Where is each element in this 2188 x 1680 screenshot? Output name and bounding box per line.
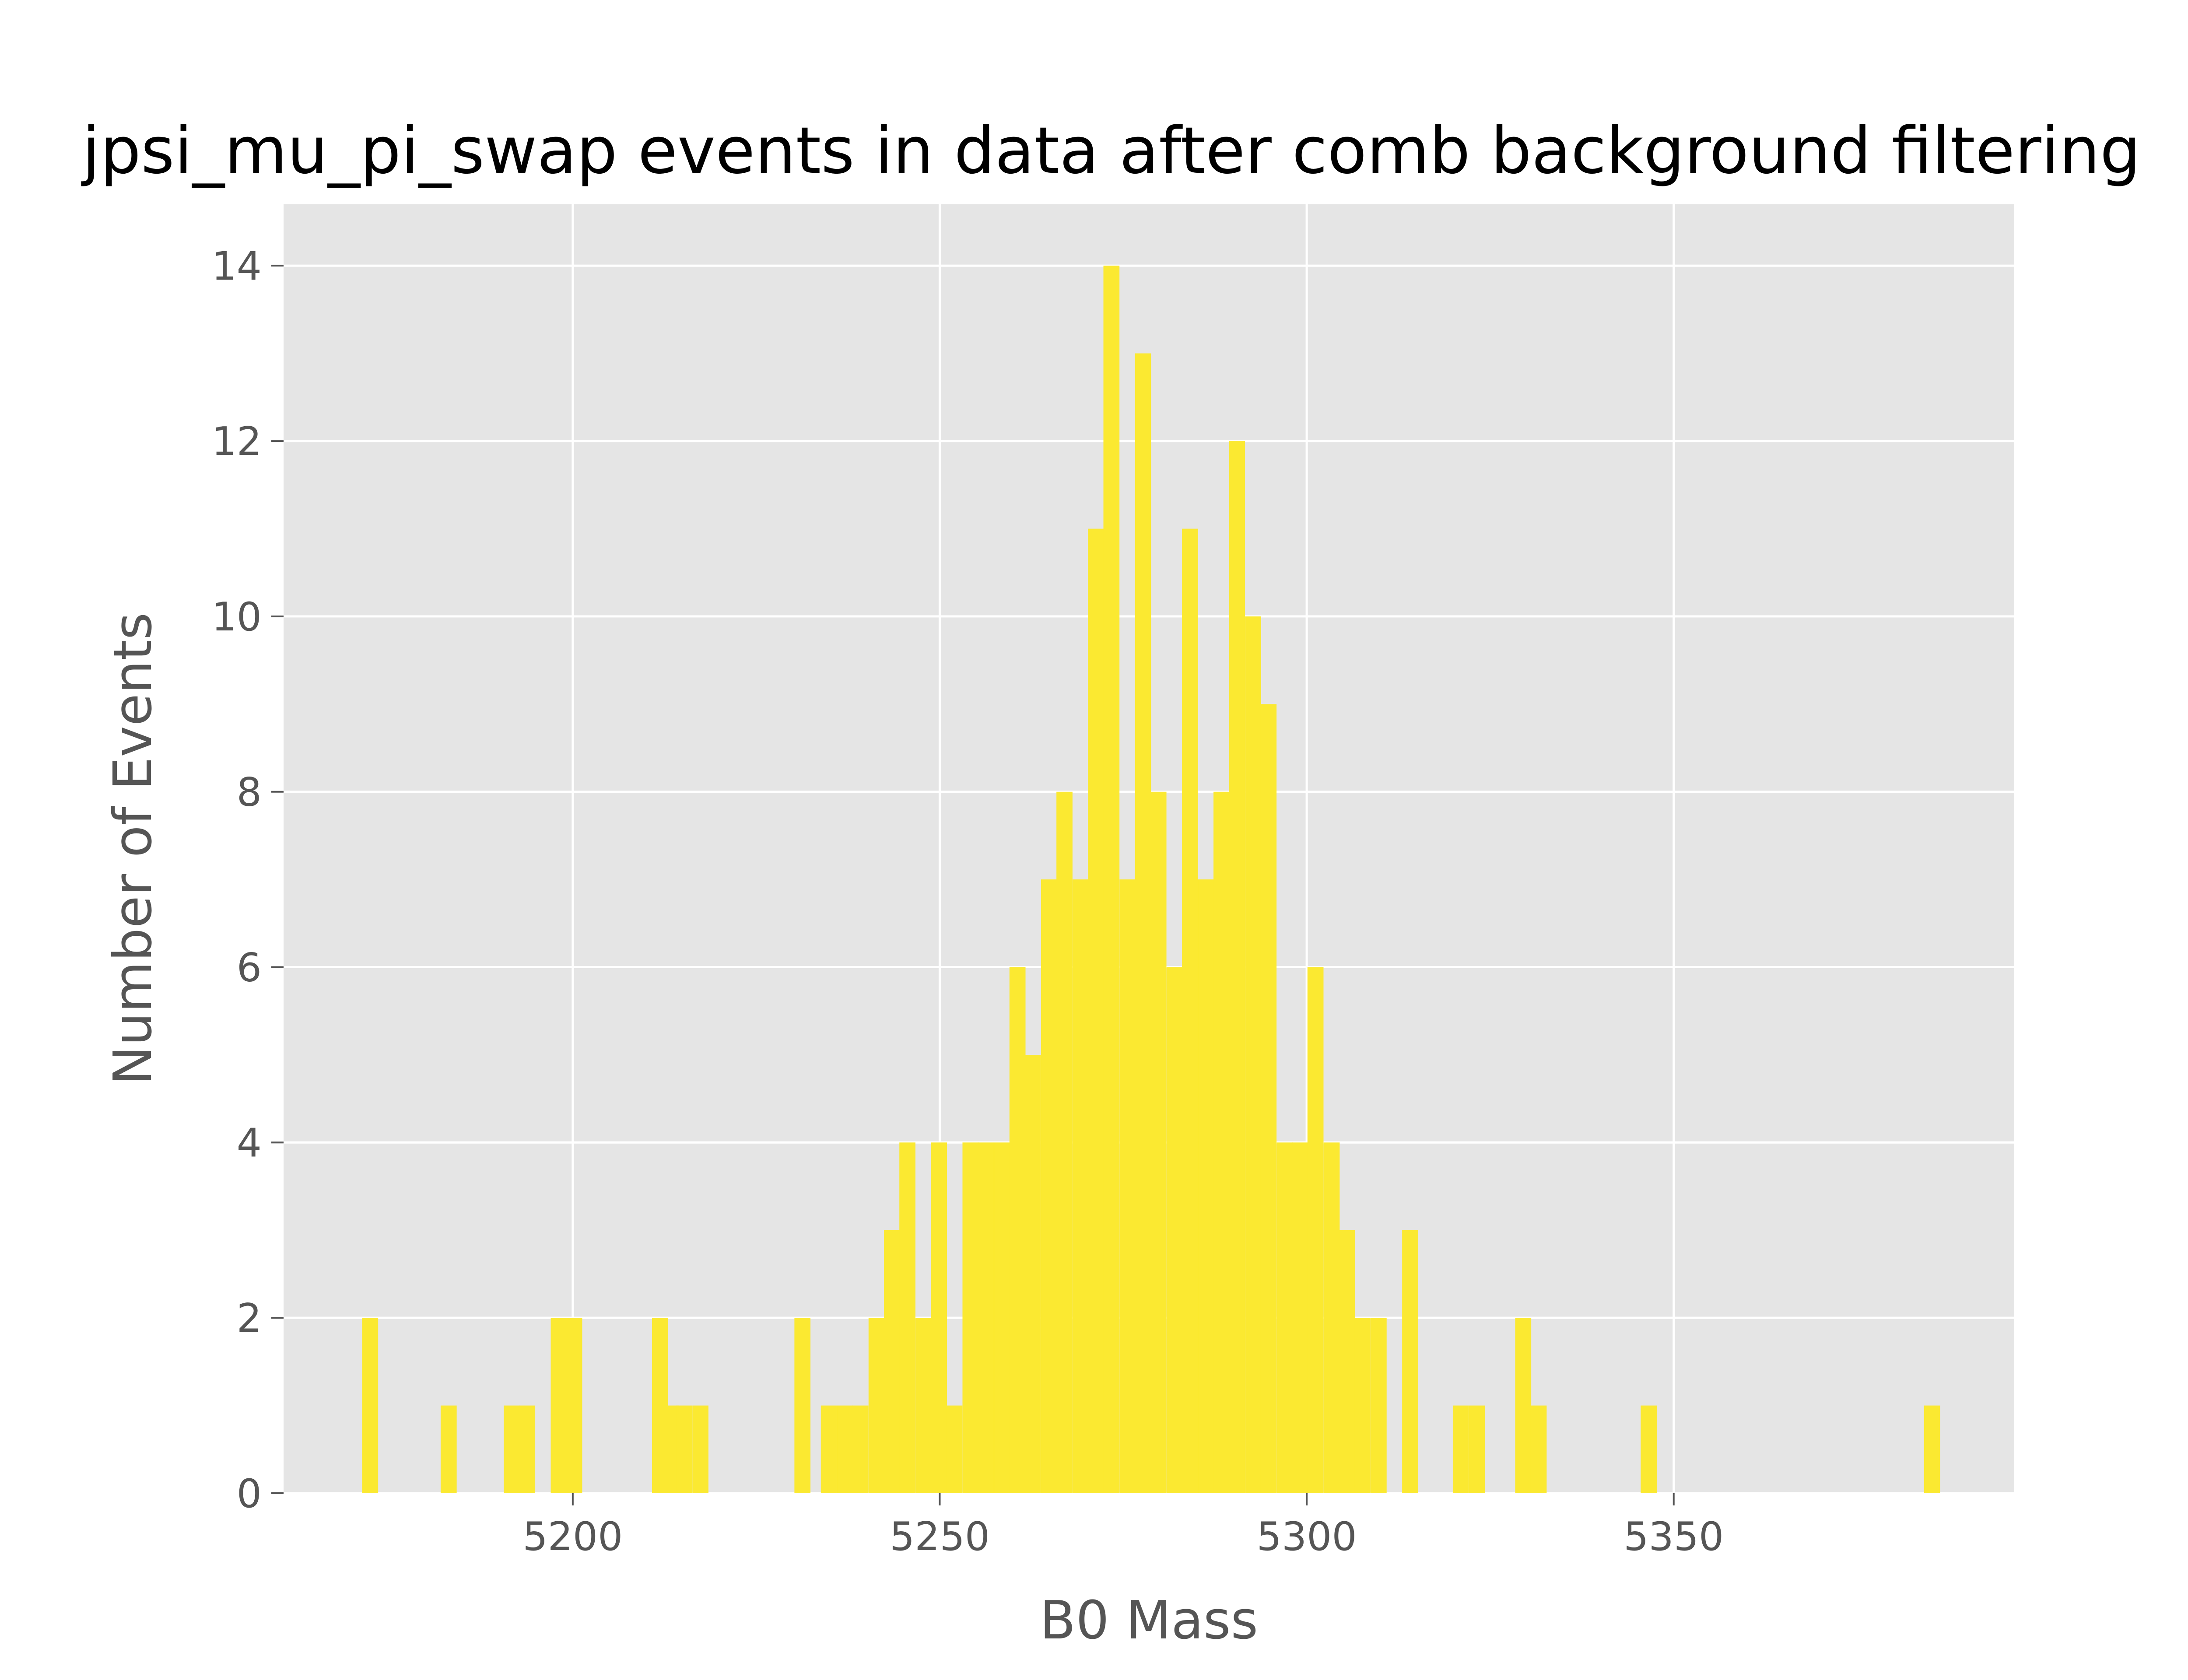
y-tick-label: 4 — [237, 1120, 262, 1166]
histogram-bar — [1088, 528, 1104, 1493]
histogram-bar — [1229, 441, 1245, 1493]
histogram-bar — [931, 1142, 947, 1493]
histogram-bar — [1135, 353, 1151, 1493]
histogram-bar — [1166, 967, 1183, 1493]
x-tick-label: 5200 — [522, 1514, 623, 1560]
histogram-bar — [566, 1318, 582, 1493]
histogram-bar — [1041, 879, 1057, 1493]
histogram-bar — [1103, 266, 1120, 1494]
histogram-bar — [1402, 1230, 1418, 1493]
histogram-bar — [1530, 1405, 1547, 1493]
histogram-bar — [1260, 704, 1277, 1493]
histogram-bar — [692, 1405, 708, 1493]
histogram-bar — [551, 1318, 567, 1493]
y-tick-label: 2 — [237, 1295, 262, 1341]
y-axis: 0 2 4 6 8 10 12 14 — [211, 243, 284, 1517]
histogram-bar — [994, 1142, 1010, 1493]
histogram-bar — [1056, 791, 1073, 1493]
histogram-bar — [794, 1318, 811, 1493]
histogram-bar — [978, 1142, 994, 1493]
histogram-bar — [852, 1405, 869, 1493]
histogram-bar — [440, 1405, 457, 1493]
histogram-bar — [868, 1318, 885, 1493]
histogram-bar — [1452, 1405, 1469, 1493]
histogram-bar — [837, 1405, 853, 1493]
histogram-bar — [946, 1405, 963, 1493]
histogram-bar — [1213, 791, 1230, 1493]
histogram-bar — [1924, 1405, 1940, 1493]
y-tick-label: 10 — [211, 594, 262, 640]
histogram-bar — [1245, 616, 1261, 1493]
x-tick-label: 5250 — [890, 1514, 990, 1560]
histogram-bar — [1025, 1054, 1041, 1493]
histogram-bar — [1292, 1142, 1308, 1493]
y-tick-label: 12 — [211, 419, 262, 465]
histogram-bars — [362, 266, 1940, 1494]
x-tick-label: 5350 — [1623, 1514, 1724, 1560]
y-tick-label: 8 — [237, 770, 262, 816]
histogram-bar — [1198, 879, 1214, 1493]
x-axis-label: B0 Mass — [1040, 1590, 1258, 1651]
histogram-bar — [504, 1405, 520, 1493]
histogram-bar — [676, 1405, 693, 1493]
histogram-bar — [1150, 791, 1167, 1493]
histogram-bar — [915, 1318, 932, 1493]
histogram-bar — [1119, 879, 1136, 1493]
y-tick-label: 0 — [237, 1471, 262, 1517]
histogram-bar — [1276, 1142, 1293, 1493]
histogram-bar — [1371, 1318, 1387, 1493]
chart-title: jpsi_mu_pi_swap events in data after com… — [81, 113, 2141, 188]
histogram-bar — [1515, 1318, 1532, 1493]
x-tick-label: 5300 — [1257, 1514, 1357, 1560]
histogram-bar — [1354, 1318, 1371, 1493]
y-tick-label: 6 — [237, 945, 262, 991]
histogram-bar — [1307, 967, 1324, 1493]
histogram-bar — [519, 1405, 536, 1493]
histogram-bar — [1339, 1230, 1355, 1493]
histogram-bar — [1469, 1405, 1485, 1493]
histogram-bar — [362, 1318, 379, 1493]
histogram-bar — [820, 1405, 837, 1493]
histogram-bar — [1009, 967, 1026, 1493]
x-axis: 5200 5250 5300 5350 — [522, 1493, 1724, 1560]
histogram-bar — [962, 1142, 979, 1493]
histogram-bar — [1182, 528, 1198, 1493]
y-tick-label: 14 — [211, 243, 262, 289]
y-axis-label: Number of Events — [103, 612, 164, 1085]
histogram-bar — [899, 1142, 915, 1493]
histogram-bar — [1323, 1142, 1340, 1493]
histogram-bar — [1641, 1405, 1657, 1493]
histogram-bar — [1073, 879, 1089, 1493]
histogram-bar — [884, 1230, 900, 1493]
